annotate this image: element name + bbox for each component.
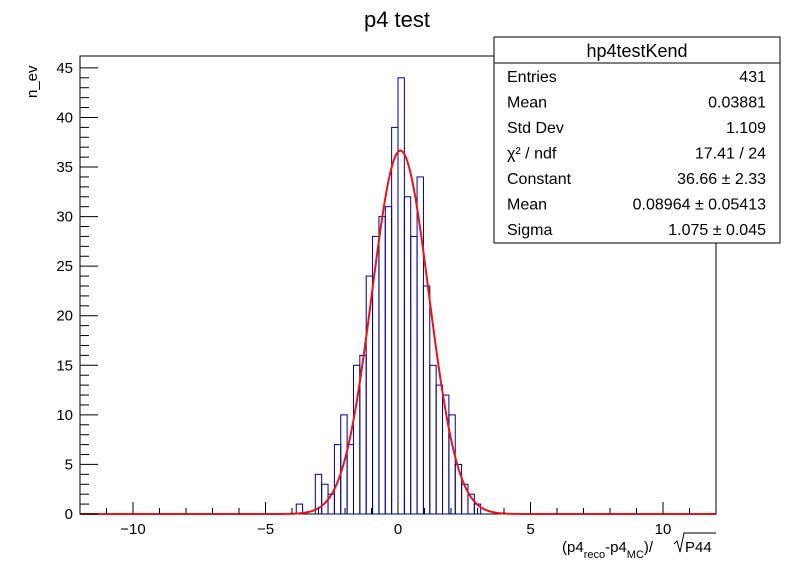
stats-row-label: Sigma xyxy=(507,222,552,239)
stats-box-title: hp4testKend xyxy=(586,41,687,61)
stats-row-label: Mean xyxy=(507,197,547,214)
x-label-sub2: MC xyxy=(627,549,644,561)
x-tick-label: −10 xyxy=(120,521,145,538)
stats-row-value: 1.075 ± 0.045 xyxy=(668,222,766,239)
y-tick-label: 15 xyxy=(56,357,73,374)
stats-row-label: Mean xyxy=(507,95,547,112)
x-tick-label: −5 xyxy=(257,521,274,538)
y-tick-label: 45 xyxy=(56,60,73,77)
stats-rows: Entries 431 Mean 0.03881 Std Dev 1.109 χ² / nd… xyxy=(507,69,766,239)
y-axis-label: n_ev xyxy=(24,65,41,98)
stats-box: hp4testKend Entries 431 Mean 0.03881 Std Dev… xyxy=(493,36,781,244)
y-axis: 0 5 10 15 20 25 30 35 40 45 xyxy=(56,60,98,523)
stats-row-label: Std Dev xyxy=(507,120,564,137)
stats-row-value: 36.66 ± 2.33 xyxy=(677,171,766,188)
y-tick-label: 25 xyxy=(56,258,73,275)
plot-area: −10 −5 0 5 10 0 5 10 15 20 25 30 35 40 45 xyxy=(56,55,717,538)
stats-row-value: 431 xyxy=(739,69,766,86)
x-label-sub1: reco xyxy=(584,549,605,561)
y-tick-label: 30 xyxy=(56,209,73,226)
y-tick-label: 35 xyxy=(56,159,73,176)
stats-row-value: 0.08964 ± 0.05413 xyxy=(633,197,766,214)
stats-row-label: χ² / ndf xyxy=(507,146,557,163)
x-tick-label: 10 xyxy=(655,521,672,538)
y-tick-label: 5 xyxy=(65,456,73,473)
x-label-radicand: P44 xyxy=(685,539,712,556)
histogram xyxy=(295,77,482,515)
x-tick-label: 5 xyxy=(526,521,534,538)
x-tick-label: 0 xyxy=(394,521,402,538)
stats-row-label: Constant xyxy=(507,171,572,188)
x-axis-label: (p4reco-p4MC)/ P44 xyxy=(562,532,716,561)
y-tick-label: 40 xyxy=(56,109,73,126)
stats-box-frame xyxy=(493,36,781,244)
chart-title: p4 test xyxy=(364,7,430,32)
x-label-suffix: )/ xyxy=(644,539,654,556)
stats-row-value: 1.109 xyxy=(726,120,766,137)
svg-text:(p4reco-p4MC)/: (p4reco-p4MC)/ xyxy=(562,539,654,561)
x-label-prefix: (p4 xyxy=(562,539,584,556)
stats-row-value: 0.03881 xyxy=(708,95,766,112)
x-axis: −10 −5 0 5 10 xyxy=(79,502,717,538)
y-tick-label: 0 xyxy=(65,506,73,523)
x-label-mid: -p4 xyxy=(605,539,627,556)
sqrt-sign xyxy=(673,532,716,553)
stats-row-label: Entries xyxy=(507,69,557,86)
stats-row-value: 17.41 / 24 xyxy=(695,146,766,163)
y-tick-label: 10 xyxy=(56,407,73,424)
y-tick-label: 20 xyxy=(56,308,73,325)
